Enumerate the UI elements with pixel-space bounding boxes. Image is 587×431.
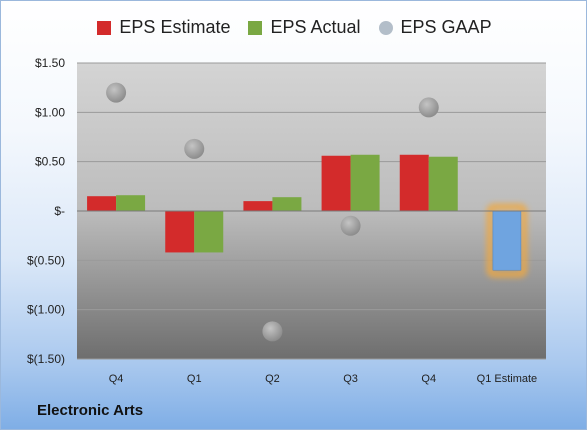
bar-eps-estimate	[321, 155, 351, 211]
legend-label-eps-estimate: EPS Estimate	[119, 17, 231, 37]
bar-eps-estimate-next	[492, 210, 522, 271]
legend-item-eps-actual: EPS Actual	[248, 17, 361, 38]
y-tick-label: $(1.50)	[27, 352, 65, 366]
y-tick-label: $0.50	[35, 155, 65, 169]
x-tick-label: Q2	[265, 373, 280, 385]
x-tick-label: Q1 Estimate	[477, 373, 538, 385]
x-tick-label: Q4	[421, 373, 436, 385]
chart-legend: EPS Estimate EPS Actual EPS GAAP	[1, 17, 587, 38]
point-eps-gaap	[418, 97, 439, 118]
point-eps-gaap	[184, 138, 205, 159]
point-eps-gaap	[106, 82, 127, 103]
bar-eps-actual	[272, 197, 302, 211]
bar-eps-estimate	[87, 196, 117, 211]
legend-label-eps-gaap: EPS GAAP	[400, 17, 492, 37]
bar-eps-actual	[194, 211, 224, 253]
legend-swatch-eps-actual	[248, 20, 263, 35]
point-eps-gaap	[340, 215, 361, 236]
bar-eps-estimate	[165, 211, 195, 253]
bar-eps-actual	[350, 154, 380, 211]
legend-swatch-eps-gaap	[378, 20, 393, 35]
legend-item-eps-gaap: EPS GAAP	[378, 17, 492, 38]
legend-swatch-eps-estimate	[97, 20, 112, 35]
bar-eps-estimate	[399, 154, 429, 211]
legend-item-eps-estimate: EPS Estimate	[97, 17, 230, 38]
y-tick-label: $(1.00)	[27, 303, 65, 317]
estimate-bar-glow	[486, 203, 528, 278]
y-tick-label: $1.50	[35, 56, 65, 70]
y-tick-label: $1.00	[35, 105, 65, 119]
bar-eps-estimate	[243, 201, 273, 211]
y-tick-label: $(0.50)	[27, 253, 65, 267]
point-eps-gaap	[262, 321, 283, 342]
x-tick-label: Q1	[187, 373, 202, 385]
x-tick-label: Q3	[343, 373, 358, 385]
bar-eps-actual	[116, 195, 146, 211]
bar-eps-actual	[428, 156, 458, 211]
y-tick-label: $-	[54, 204, 65, 218]
company-label: Electronic Arts	[37, 402, 144, 419]
legend-label-eps-actual: EPS Actual	[270, 17, 361, 37]
x-tick-label: Q4	[109, 373, 124, 385]
